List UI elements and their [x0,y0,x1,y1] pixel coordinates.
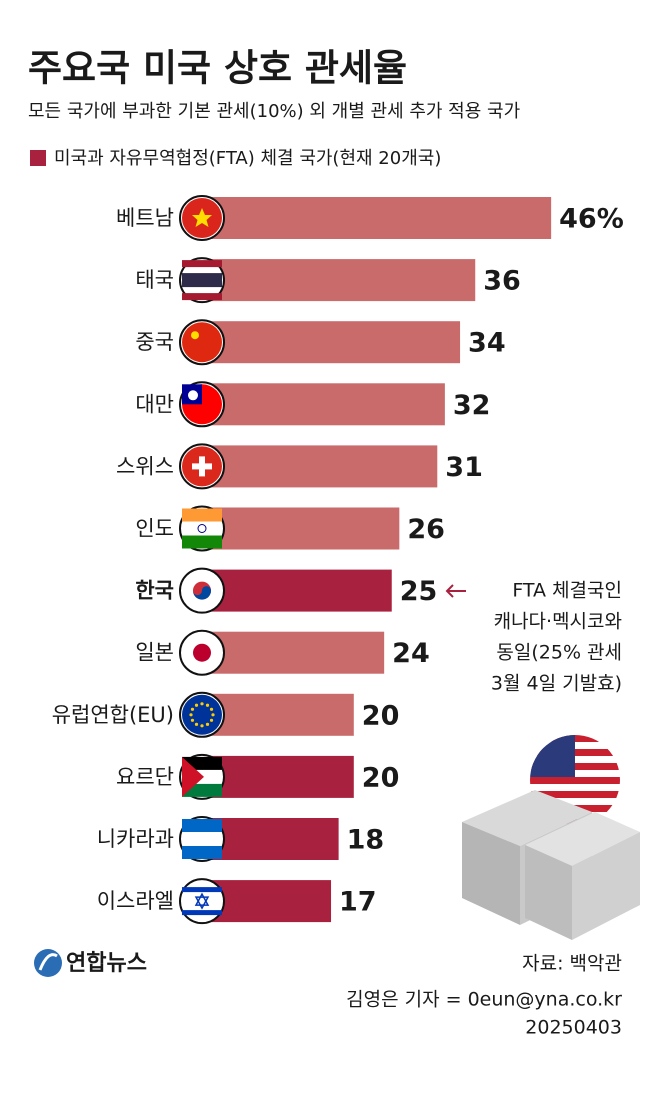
flag [179,567,225,614]
category-label: 이스라엘 [97,889,174,913]
flag-bg [182,322,222,363]
bar [202,631,385,674]
flag-star [211,713,215,717]
flag-sun [188,390,198,401]
bar [202,383,445,426]
annotation-line: 캐나다·멕시코와 [494,611,622,633]
category-label: 일본 [135,641,174,665]
flag [179,816,225,862]
flag-tri [182,756,204,797]
flag-star [190,707,195,711]
flag [179,753,225,800]
flag [179,257,225,304]
annotation-line: FTA 체결국인 [512,580,622,602]
category-label: 중국 [135,330,174,354]
subtitle: 모든 국가에 부과한 기본 관세(10%) 외 개별 관세 추가 적용 국가 [28,101,520,122]
flag [179,319,225,366]
category-label: 스위스 [116,454,174,478]
flag-star [189,713,193,717]
value-label: 17 [339,887,377,918]
value-label: 20 [362,762,400,793]
flag [179,195,225,241]
bar [202,755,354,798]
flag-star [205,722,210,726]
flag [179,381,225,428]
annotation-arrow [445,584,466,598]
flag-band [182,508,222,522]
category-label: 한국 [135,579,174,603]
flag [179,505,225,552]
bar [202,569,392,612]
flag-star [209,718,214,722]
category-label: 니카라과 [97,827,174,851]
flag-band [182,535,222,549]
value-label: 26 [407,514,445,545]
value-label: 18 [347,825,385,856]
flag-wheel [197,524,207,533]
flag-band [182,819,222,832]
category-label: 요르단 [116,765,174,789]
flag-star [194,703,199,707]
legend-label: 미국과 자유무역협정(FTA) 체결 국가(현재 20개국) [54,148,441,169]
category-label: 태국 [135,268,174,292]
flag-sun [193,643,211,662]
value-label: 34 [468,328,506,359]
value-label: 25 [400,576,438,607]
annotation-line: 3월 4일 기발효) [491,673,622,695]
flag-band [182,273,222,288]
legend-swatch [30,150,46,166]
category-label: 베트남 [116,206,174,230]
bar [202,321,461,364]
flag-star [200,702,204,706]
flag-bg [182,694,222,735]
flag-band [182,887,222,893]
flag-star [209,707,214,711]
flag [179,878,225,925]
value-label: 20 [362,700,400,731]
logo: 연합뉴스 [66,950,147,976]
flag-star [190,718,195,722]
flag [179,443,225,490]
credit: 김영은 기자 = 0eun@yna.co.kr [346,989,622,1011]
source: 자료: 백악관 [522,953,622,975]
category-label: 유럽연합(EU) [52,703,174,727]
logo-mark [34,949,62,977]
flag-band [182,910,222,916]
flag-star [200,724,204,728]
bar [202,693,354,736]
flag-star [205,703,210,707]
flag [179,629,225,676]
bar [202,445,438,488]
flag-star [191,331,199,340]
annotation-line: 동일(25% 관세 [496,642,622,664]
category-label: 인도 [135,517,174,541]
flag-star [194,896,210,910]
value-label: 31 [445,452,483,483]
date: 20250403 [525,1017,622,1039]
bar [202,507,400,550]
flag-star [194,892,210,906]
value-label: 32 [453,390,491,421]
chart-title: 주요국 미국 상호 관세율 [28,47,407,90]
value-label: 46% [559,204,624,235]
flag-taeguk [193,586,211,600]
bar [202,197,552,239]
flag-star [194,722,199,726]
value-label: 24 [392,638,430,669]
flag [179,691,225,738]
flag-star [192,208,212,227]
value-label: 36 [483,266,521,297]
category-label: 대만 [135,392,174,416]
illustration [462,735,640,940]
flag-cross [192,463,212,470]
flag-band [182,260,222,268]
bar [202,259,476,302]
flag-band [182,846,222,859]
flag-band [182,293,222,301]
